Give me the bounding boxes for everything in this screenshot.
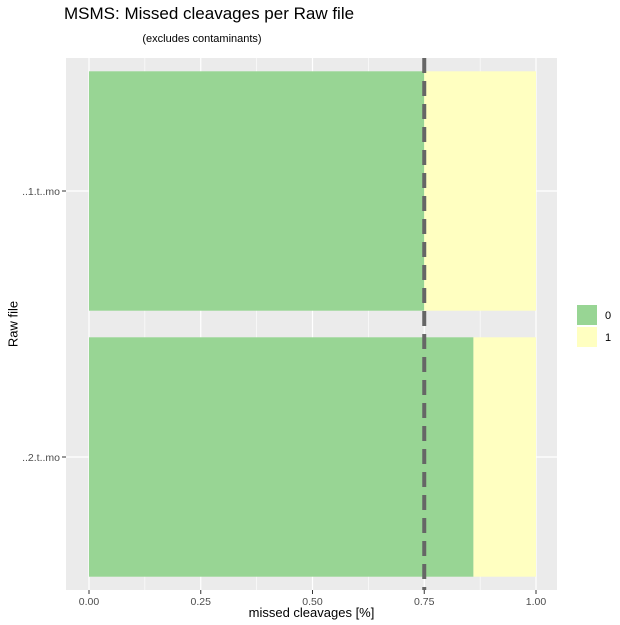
x-axis: 0.00 0.25 0.50 0.75 1.00 bbox=[79, 590, 547, 608]
bar-2-series-1 bbox=[473, 337, 536, 577]
y-axis: ..1.t..mo ..2.t..mo bbox=[22, 186, 66, 464]
bar-1-series-0 bbox=[89, 71, 425, 311]
y-tick-label: ..2.t..mo bbox=[22, 452, 60, 464]
legend-swatch-0 bbox=[577, 305, 597, 325]
legend: 01 bbox=[577, 305, 611, 347]
x-tick-label: 1.00 bbox=[526, 596, 547, 608]
x-axis-title: missed cleavages [%] bbox=[249, 605, 375, 620]
legend-label-0: 0 bbox=[605, 310, 611, 322]
y-tick-label: ..1.t..mo bbox=[22, 186, 60, 198]
x-tick-label: 0.75 bbox=[414, 596, 435, 608]
x-tick-label: 0.00 bbox=[79, 596, 100, 608]
legend-label-1: 1 bbox=[605, 332, 611, 344]
x-tick-label: 0.50 bbox=[302, 596, 323, 608]
legend-swatch-1 bbox=[577, 327, 597, 347]
bar-1-series-1 bbox=[424, 71, 536, 311]
chart-subtitle: (excludes contaminants) bbox=[142, 33, 262, 45]
bars-group bbox=[89, 71, 536, 577]
chart-title: MSMS: Missed cleavages per Raw file bbox=[64, 4, 355, 23]
y-axis-title: Raw file bbox=[5, 301, 20, 347]
bar-2-series-0 bbox=[89, 337, 474, 577]
x-tick-label: 0.25 bbox=[191, 596, 212, 608]
